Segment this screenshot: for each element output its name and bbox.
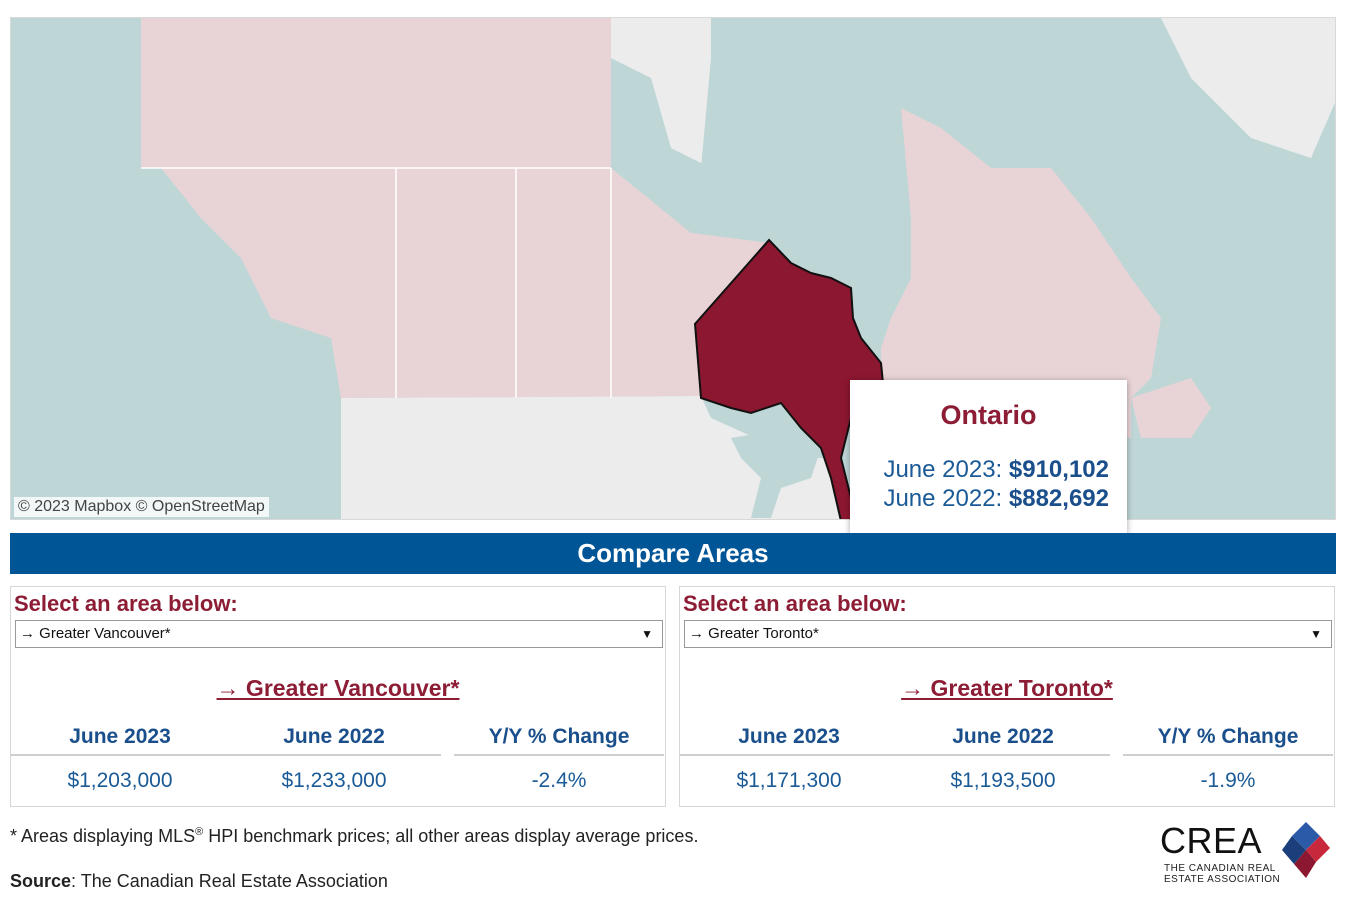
area-title[interactable]: → Greater Vancouver* bbox=[216, 675, 460, 701]
map-attribution[interactable]: © 2023 Mapbox © OpenStreetMap bbox=[14, 497, 269, 517]
us-region bbox=[341, 396, 851, 519]
canada-west-region bbox=[141, 18, 771, 398]
tooltip-row-label: June 2023: bbox=[883, 456, 1003, 483]
crea-logo: CREA THE CANADIAN REAL ESTATE ASSOCIATIO… bbox=[1158, 820, 1338, 890]
column-header: June 2023 bbox=[69, 725, 171, 748]
source-label: Source bbox=[10, 871, 72, 891]
select-prompt: Select an area below: bbox=[14, 591, 238, 616]
value-cell: -2.4% bbox=[531, 769, 587, 792]
greenland-region bbox=[1161, 18, 1335, 158]
ontario-region[interactable] bbox=[693, 238, 885, 520]
tooltip-row-value: $882,692 bbox=[1008, 485, 1109, 512]
area-select[interactable]: → Greater Vancouver* ▼ bbox=[15, 620, 663, 648]
header-divider bbox=[454, 754, 664, 756]
select-prompt: Select an area below: bbox=[683, 591, 907, 616]
crea-diamond-icon bbox=[1282, 822, 1330, 878]
province-map[interactable]: © 2023 Mapbox © OpenStreetMap bbox=[10, 17, 1336, 520]
column-header: June 2022 bbox=[283, 725, 385, 748]
value-cell: $1,233,000 bbox=[281, 769, 387, 792]
compare-panel-left: Select an area below: → Greater Vancouve… bbox=[10, 586, 666, 807]
hudson-bay bbox=[701, 48, 911, 318]
header-divider bbox=[680, 754, 1110, 756]
column-header: Y/Y % Change bbox=[1157, 725, 1299, 748]
tooltip-row: June 2022: $882,692 bbox=[850, 484, 1127, 513]
great-lakes bbox=[731, 428, 821, 518]
logo-wordmark: CREA bbox=[1160, 820, 1263, 861]
tooltip-region-name: Ontario bbox=[940, 400, 1037, 430]
tooltip-row-label: June 2022: bbox=[883, 485, 1003, 512]
logo-tagline-line: THE CANADIAN REAL bbox=[1164, 863, 1276, 874]
area-select-value: → Greater Vancouver* bbox=[20, 625, 171, 642]
logo-tagline-line: ESTATE ASSOCIATION bbox=[1164, 874, 1281, 885]
area-title[interactable]: → Greater Toronto* bbox=[901, 675, 1113, 701]
compare-panel-right: Select an area below: → Greater Toronto*… bbox=[679, 586, 1335, 807]
value-cell: $1,203,000 bbox=[67, 769, 173, 792]
compare-banner: Compare Areas bbox=[10, 533, 1336, 574]
area-select-value: → Greater Toronto* bbox=[689, 625, 819, 642]
logo-tagline: THE CANADIAN REAL ESTATE ASSOCIATION bbox=[1164, 863, 1280, 885]
quebec-region bbox=[881, 108, 1161, 438]
column-header: Y/Y % Change bbox=[488, 725, 630, 748]
area-select[interactable]: → Greater Toronto* ▼ bbox=[684, 620, 1332, 648]
footnote: * Areas displaying MLS® HPI benchmark pr… bbox=[10, 826, 698, 847]
column-header: June 2023 bbox=[738, 725, 840, 748]
value-cell: -1.9% bbox=[1200, 769, 1256, 792]
tooltip-row-value: $910,102 bbox=[1008, 456, 1109, 483]
registered-mark: ® bbox=[195, 826, 204, 838]
chevron-down-icon[interactable]: ▼ bbox=[641, 627, 653, 641]
column-header: June 2022 bbox=[952, 725, 1054, 748]
arctic-region bbox=[11, 18, 711, 168]
province-borders bbox=[141, 167, 612, 398]
header-divider bbox=[11, 754, 441, 756]
value-cell: $1,171,300 bbox=[736, 769, 842, 792]
tooltip-row: June 2023: $910,102 bbox=[850, 455, 1127, 484]
map-canvas bbox=[11, 18, 1335, 520]
region-tooltip: Ontario June 2023: $910,102 June 2022: $… bbox=[850, 380, 1127, 535]
footnote-text-a: * Areas displaying MLS bbox=[10, 826, 196, 846]
value-cell: $1,193,500 bbox=[950, 769, 1056, 792]
header-divider bbox=[1123, 754, 1333, 756]
source-text: : The Canadian Real Estate Association bbox=[71, 871, 388, 891]
chevron-down-icon[interactable]: ▼ bbox=[1310, 627, 1322, 641]
footnote-text-b: HPI benchmark prices; all other areas di… bbox=[203, 826, 699, 846]
atlantic-region bbox=[1131, 378, 1211, 438]
source-line: Source: The Canadian Real Estate Associa… bbox=[10, 871, 388, 892]
